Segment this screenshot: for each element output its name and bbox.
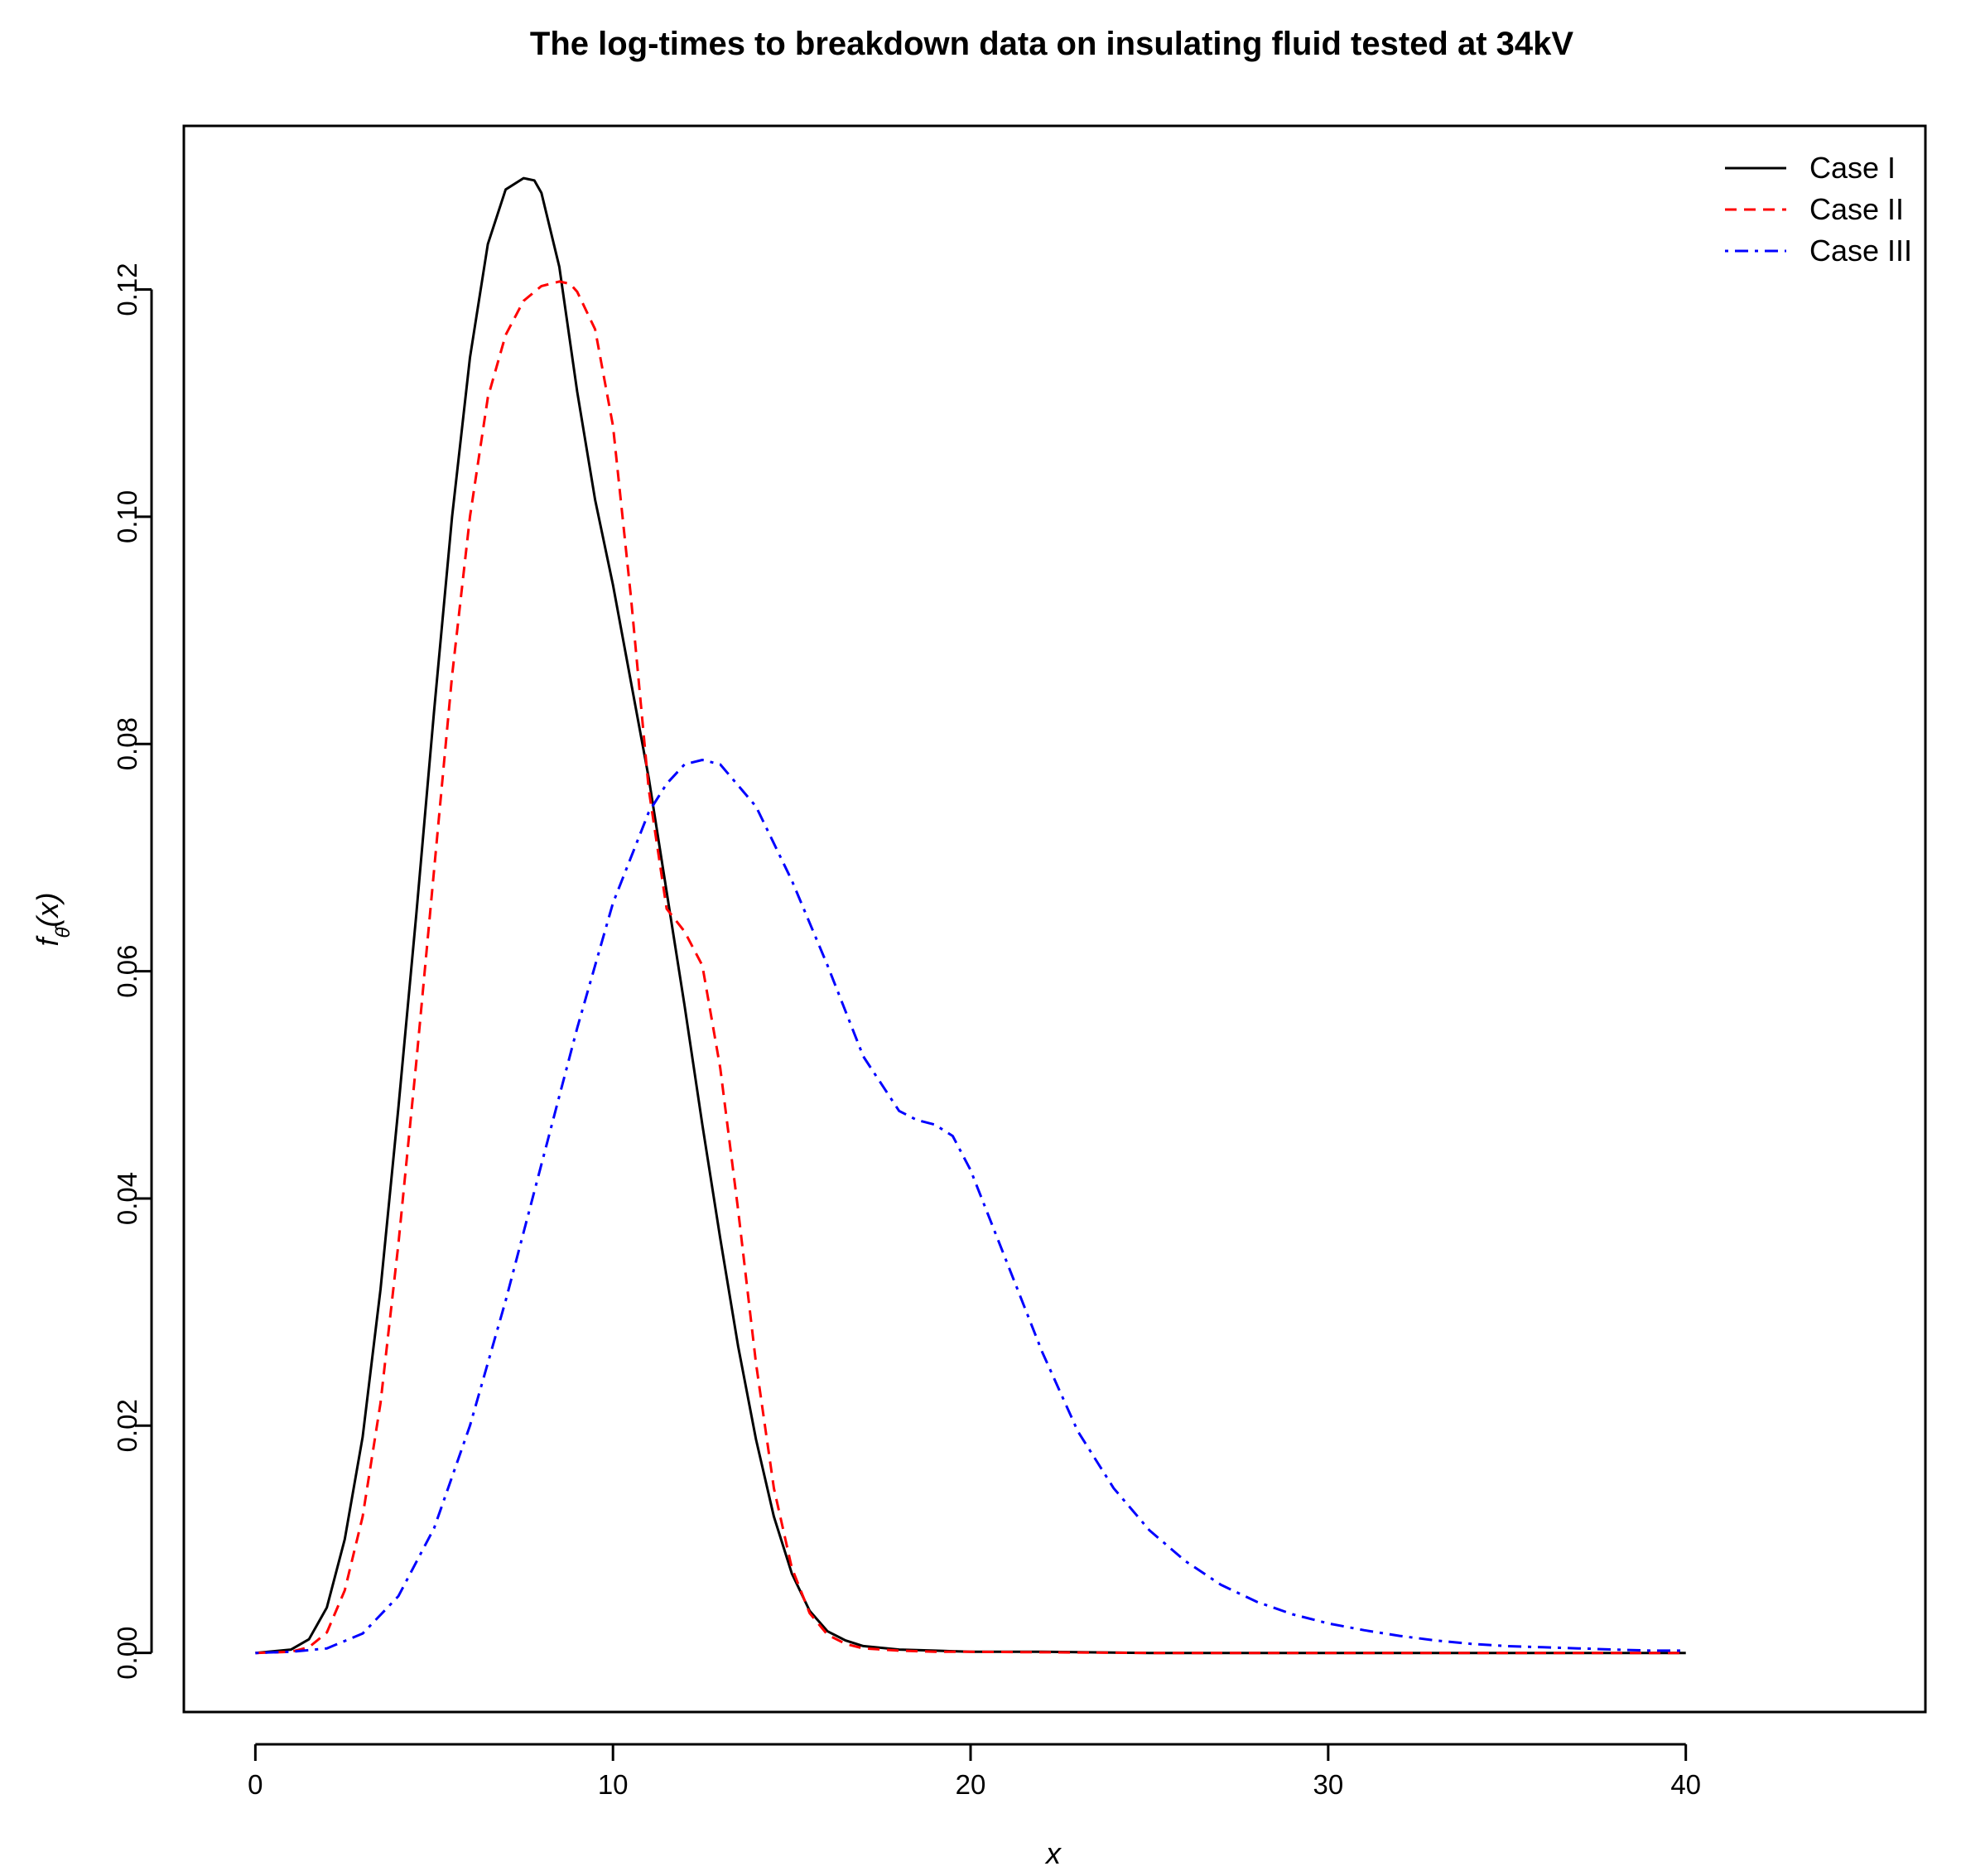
plot-frame [182,124,1927,1714]
x-axis: 0 10 20 30 40 [248,1743,1701,1800]
legend: Case I Case II Case III [1725,151,1912,268]
y-tick-label: 0.02 [112,1399,142,1452]
y-tick-label: 0.00 [112,1627,142,1680]
x-tick-label: 40 [1670,1769,1701,1800]
y-tick-label: 0.10 [112,490,142,543]
series-line-1 [255,176,1686,1655]
series-line-3 [255,759,1686,1655]
x-tick-label: 10 [598,1769,629,1800]
curve-layer [255,176,1686,1655]
y-axis-label-arg: (x) [31,892,65,927]
y-tick-label: 0.08 [112,717,142,770]
legend-label-3: Case III [1809,234,1912,268]
y-tick-label: 0.06 [112,944,142,997]
y-axis-label: fθ̂(x) [31,892,75,946]
chart-title: The log-times to breakdown data on insul… [530,26,1573,62]
x-tick-label: 0 [248,1769,263,1800]
y-tick-label: 0.04 [112,1172,142,1225]
y-axis: 0.00 0.02 0.04 0.06 0.08 0.10 0.12 [112,263,153,1680]
legend-label-1: Case I [1809,151,1896,185]
y-tick-label: 0.12 [112,263,142,316]
x-tick-label: 20 [956,1769,986,1800]
y-axis-label-subscript: θ̂ [52,924,75,938]
series-line-2 [255,280,1686,1655]
legend-label-2: Case II [1809,192,1904,226]
x-tick-label: 30 [1313,1769,1343,1800]
x-axis-label: x [1044,1836,1062,1870]
